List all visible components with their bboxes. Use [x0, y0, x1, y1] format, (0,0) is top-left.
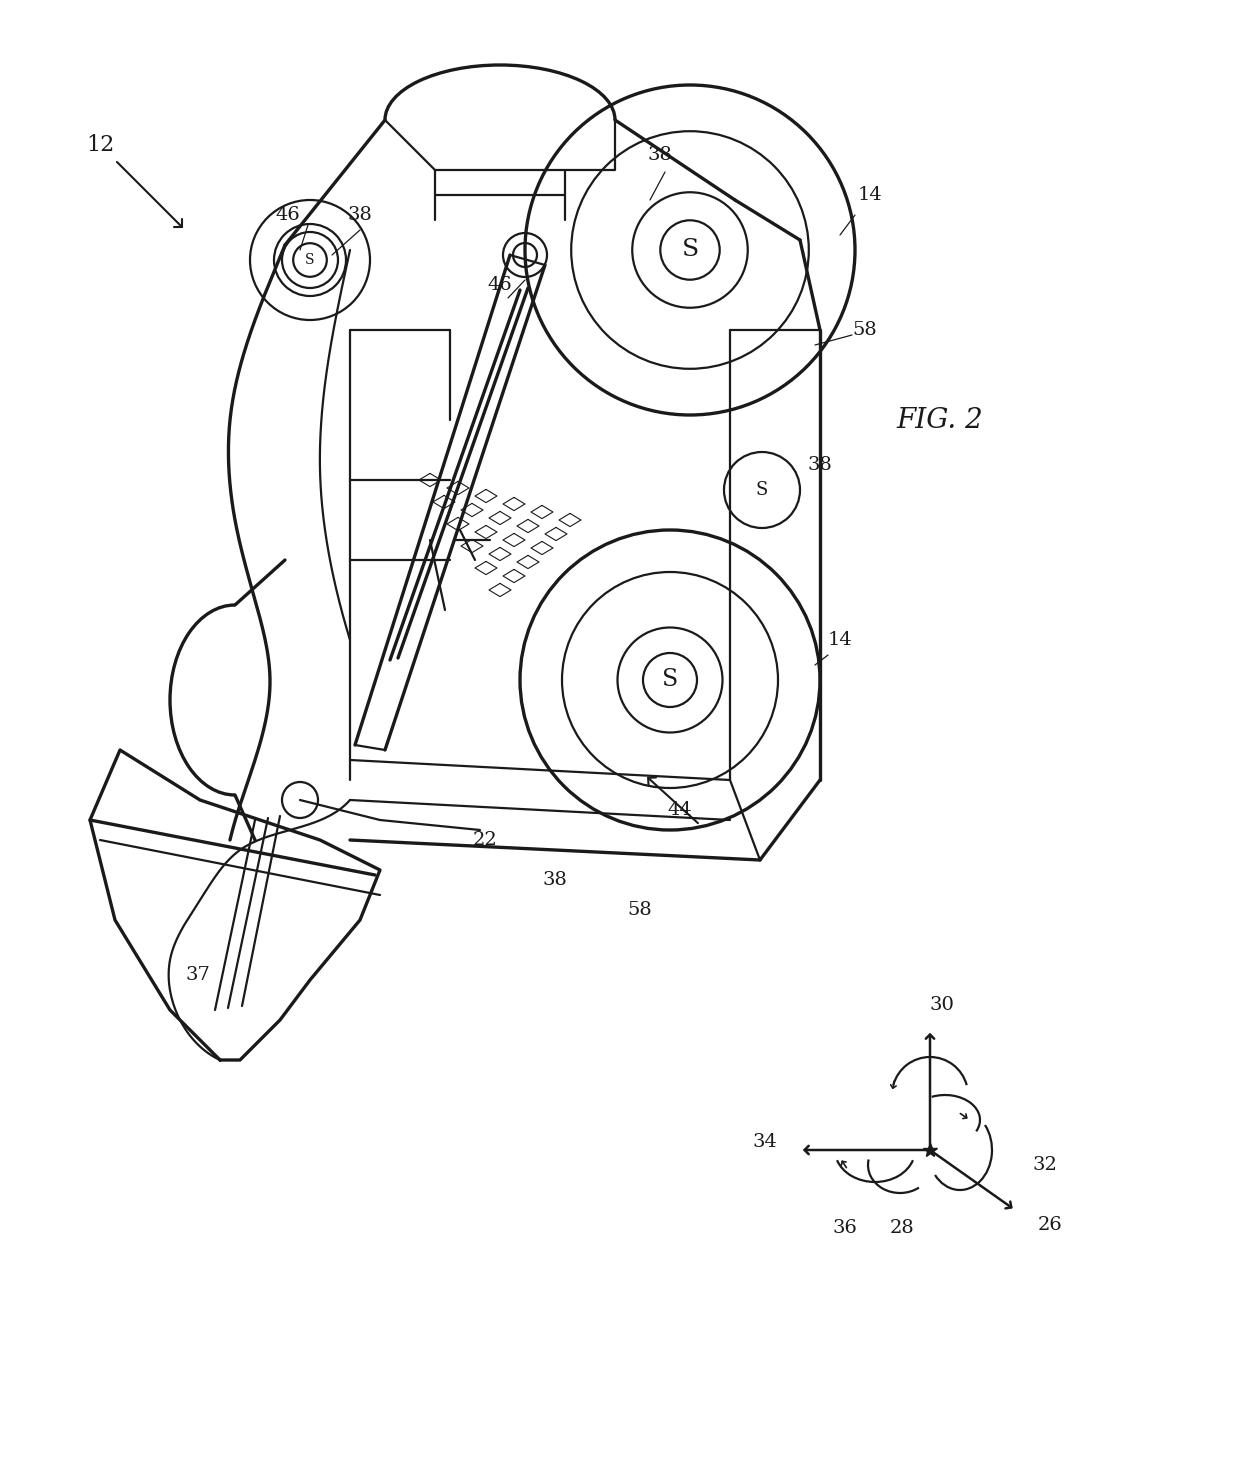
Text: 37: 37 — [186, 966, 211, 984]
Text: 32: 32 — [1033, 1156, 1058, 1174]
Text: 58: 58 — [627, 901, 652, 919]
Text: 36: 36 — [832, 1219, 857, 1238]
Text: 38: 38 — [347, 205, 372, 225]
Text: S: S — [681, 238, 698, 261]
Text: 38: 38 — [543, 871, 568, 889]
Text: 34: 34 — [753, 1133, 777, 1151]
Text: 44: 44 — [667, 801, 692, 820]
Text: 14: 14 — [858, 186, 883, 204]
Text: 14: 14 — [827, 631, 852, 648]
Text: 46: 46 — [275, 205, 300, 225]
Text: 26: 26 — [1038, 1216, 1063, 1233]
Text: 12: 12 — [86, 134, 114, 157]
Text: 46: 46 — [487, 276, 512, 294]
Text: 38: 38 — [647, 146, 672, 164]
Text: S: S — [305, 253, 315, 267]
Text: 22: 22 — [472, 832, 497, 849]
Text: FIG. 2: FIG. 2 — [897, 406, 983, 434]
Text: 28: 28 — [889, 1219, 914, 1238]
Text: 58: 58 — [853, 321, 878, 340]
Text: S: S — [662, 669, 678, 691]
Text: 30: 30 — [930, 995, 955, 1015]
Text: S: S — [756, 482, 769, 499]
Text: 38: 38 — [807, 456, 832, 474]
